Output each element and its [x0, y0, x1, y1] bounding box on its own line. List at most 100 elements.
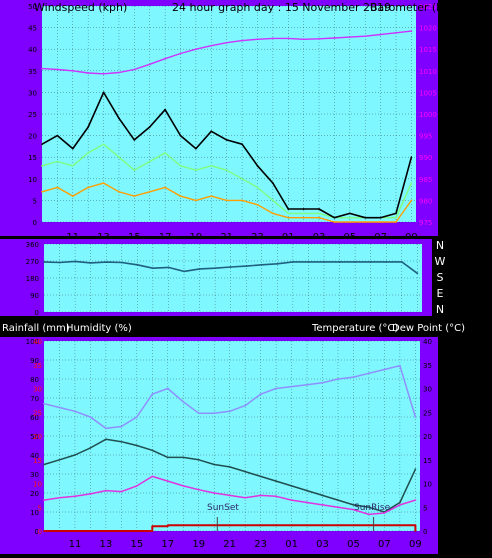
temperature-series-point	[135, 444, 138, 447]
windspeed-series-point	[133, 139, 136, 141]
wind-low-series-point	[287, 216, 290, 219]
wind-direction-series-point	[307, 261, 310, 263]
dewpoint-series-point	[228, 494, 231, 497]
temperature-series-point	[58, 458, 61, 461]
wind-low-series-point	[164, 186, 167, 189]
barometer-series-point	[364, 35, 367, 38]
temperature-series-point	[213, 463, 216, 466]
humidity-series-point	[182, 400, 185, 403]
y-tick-label: 100	[26, 338, 39, 346]
barometer-series-point	[210, 44, 213, 47]
y-tick-label: 80	[30, 376, 39, 384]
wind-low-series-point	[302, 216, 305, 219]
wind-direction-series-point	[323, 261, 325, 263]
wind-average-series-point	[318, 212, 320, 215]
wind-direction-series-point	[260, 263, 263, 266]
rainfall-series-point	[352, 524, 355, 527]
wind-direction-series-point	[369, 261, 372, 263]
wind-direction-series-point	[198, 268, 201, 270]
y-tick-label: 270	[26, 258, 39, 266]
barometer-series-point	[179, 52, 182, 55]
y-tick-label: 50	[30, 433, 39, 441]
wind-direction-series-point	[291, 261, 294, 263]
rainfall-series-point	[306, 524, 308, 527]
y-tick-label: 25	[28, 111, 37, 119]
wind-direction-series-point	[167, 266, 170, 269]
barometer-series-point	[348, 36, 351, 39]
y2-tick-label: 990	[419, 154, 432, 162]
rain-tick-label: 15	[33, 457, 42, 465]
y-tick-label: 360	[26, 241, 39, 249]
wind-average-series-point	[133, 169, 136, 172]
rainfall-series-point	[414, 530, 417, 532]
x-tick-label: 01	[285, 539, 298, 550]
wind-low-series-point	[179, 195, 182, 197]
wind-direction-series-point	[416, 272, 419, 275]
x-tick-label: 13	[97, 232, 110, 243]
barometer-series-point	[302, 38, 305, 41]
y-tick-label: 90	[30, 357, 39, 365]
windspeed-series-point	[395, 212, 397, 215]
barometer-series-point	[133, 68, 136, 71]
x-tick-label: 21	[223, 539, 236, 550]
wind-direction-series-point	[245, 265, 248, 267]
wind-average-series-point	[71, 164, 74, 167]
rainfall-series-point	[228, 524, 231, 527]
rainfall-series-point	[74, 530, 76, 532]
x-tick-label: 01	[282, 232, 295, 243]
temperature-series-point	[306, 489, 308, 492]
rain-tick-label: 40	[33, 338, 42, 346]
rainfall-series-point	[259, 524, 262, 527]
barometer-series-point	[118, 71, 120, 74]
humidity-series-point	[398, 364, 401, 367]
windspeed-series-point	[148, 126, 151, 128]
wind-direction-series-point	[338, 261, 341, 263]
humidity-series-point	[290, 385, 293, 388]
temperature-series-point	[352, 503, 355, 506]
temperature-series-point	[151, 449, 154, 452]
barometer-series-point	[241, 39, 243, 42]
wind-low-series-point	[148, 190, 151, 193]
compass-label: N	[436, 239, 444, 252]
windspeed-series-point	[195, 147, 197, 150]
x-tick-label: 09	[409, 539, 422, 550]
temperature-series-point	[244, 470, 247, 473]
humidity-series-point	[89, 416, 92, 418]
x-tick-label: 05	[343, 232, 356, 243]
y2-tick-label: 0	[423, 528, 427, 536]
humidity-series-point	[58, 406, 61, 409]
dewpoint-series-point	[383, 512, 386, 514]
wind-direction-series-point	[214, 267, 217, 270]
humidity-series-point	[104, 427, 107, 430]
dewpoint-series-point	[89, 493, 92, 495]
dewpoint-series-point	[120, 490, 123, 493]
barometer-series-point	[41, 67, 43, 70]
barometer-series-point	[102, 72, 105, 75]
y2-tick-label: 35	[423, 362, 432, 370]
dewpoint-series-point	[368, 513, 370, 516]
windspeed-series-point	[318, 208, 320, 210]
rainfall-series-point	[290, 524, 293, 527]
y-tick-label: 40	[28, 46, 37, 54]
temperature-series-point	[197, 458, 200, 461]
windspeed-series-point	[225, 139, 228, 141]
wind-average-series-point	[164, 151, 167, 154]
dewpoint-series-point	[398, 503, 401, 506]
wind-low-series-point	[348, 221, 351, 223]
wind-direction-series-point	[385, 261, 388, 263]
barometer-series-point	[225, 41, 228, 44]
temperature-series-point	[398, 501, 401, 504]
barometer-series-point	[271, 37, 274, 40]
y2-tick-label: 1015	[419, 46, 437, 54]
humidity-series-point	[321, 381, 324, 384]
humidity-series-point	[43, 402, 45, 405]
y2-tick-label: 10	[423, 481, 432, 489]
wind-low-series-point	[318, 216, 320, 219]
wind-low-series-point	[241, 199, 243, 202]
wind-low-series-point	[333, 221, 336, 223]
wind-low-series-point	[395, 221, 397, 223]
windspeed-series-point	[271, 182, 274, 185]
rain-tick-label: 20	[33, 433, 42, 441]
temperature-axis-label: Temperature (°C)	[311, 323, 398, 334]
